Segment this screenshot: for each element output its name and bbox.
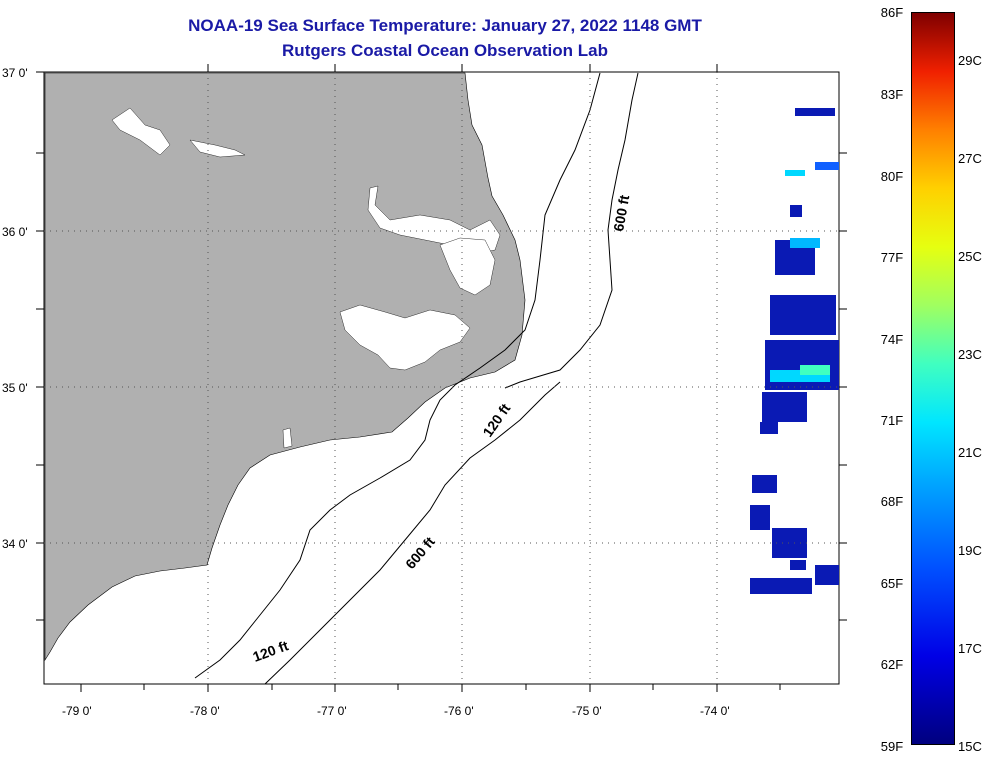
colorbar-label-29c: 29C — [958, 53, 982, 68]
axis-ticks — [36, 64, 847, 692]
lat-label-35: 35 0' — [2, 381, 28, 395]
lat-label-36: 36 0' — [2, 225, 28, 239]
contour-120ft — [194, 72, 601, 679]
graticule — [44, 72, 839, 684]
bathymetry-contours — [194, 72, 639, 685]
colorbar-label-25c: 25C — [958, 249, 982, 264]
lon-label-77: -77 0' — [317, 704, 347, 718]
colorbar-label-74f: 74F — [880, 332, 904, 347]
colorbar-label-65f: 65F — [880, 576, 904, 591]
sst-data — [750, 108, 839, 594]
colorbar-label-62f: 62F — [880, 657, 904, 672]
contour-label-600ft-north: 600 ft — [610, 193, 632, 232]
chart-subtitle: Rutgers Coastal Ocean Observation Lab — [282, 41, 608, 60]
colorbar-label-77f: 77F — [880, 250, 904, 265]
colorbar-label-83f: 83F — [880, 87, 904, 102]
inland-waters — [111, 107, 501, 449]
colorbar-label-86f: 86F — [880, 5, 904, 20]
lon-label-79: -79 0' — [62, 704, 92, 718]
lat-label-37: 37 0' — [2, 66, 28, 80]
sst-map[interactable]: 37 0' 36 0' 35 0' 34 0' -79 0' -78 0' -7… — [0, 0, 870, 761]
colorbar-label-59f: 59F — [880, 739, 904, 754]
lat-label-34: 34 0' — [2, 537, 28, 551]
lon-label-78: -78 0' — [190, 704, 220, 718]
colorbar-label-80f: 80F — [880, 169, 904, 184]
lon-label-75: -75 0' — [572, 704, 602, 718]
contour-600ft-north — [504, 72, 639, 389]
contour-600ft-south — [264, 381, 561, 685]
colorbar-label-23c: 23C — [958, 347, 982, 362]
colorbar-label-17c: 17C — [958, 641, 982, 656]
colorbar-label-19c: 19C — [958, 543, 982, 558]
colorbar-label-68f: 68F — [880, 494, 904, 509]
colorbar-label-15c: 15C — [958, 739, 982, 754]
lon-label-74: -74 0' — [700, 704, 730, 718]
chart-title: NOAA-19 Sea Surface Temperature: January… — [188, 16, 702, 35]
colorbar-label-27c: 27C — [958, 151, 982, 166]
colorbar — [911, 12, 955, 745]
colorbar-label-71f: 71F — [880, 413, 904, 428]
lon-label-76: -76 0' — [444, 704, 474, 718]
colorbar-label-21c: 21C — [958, 445, 982, 460]
